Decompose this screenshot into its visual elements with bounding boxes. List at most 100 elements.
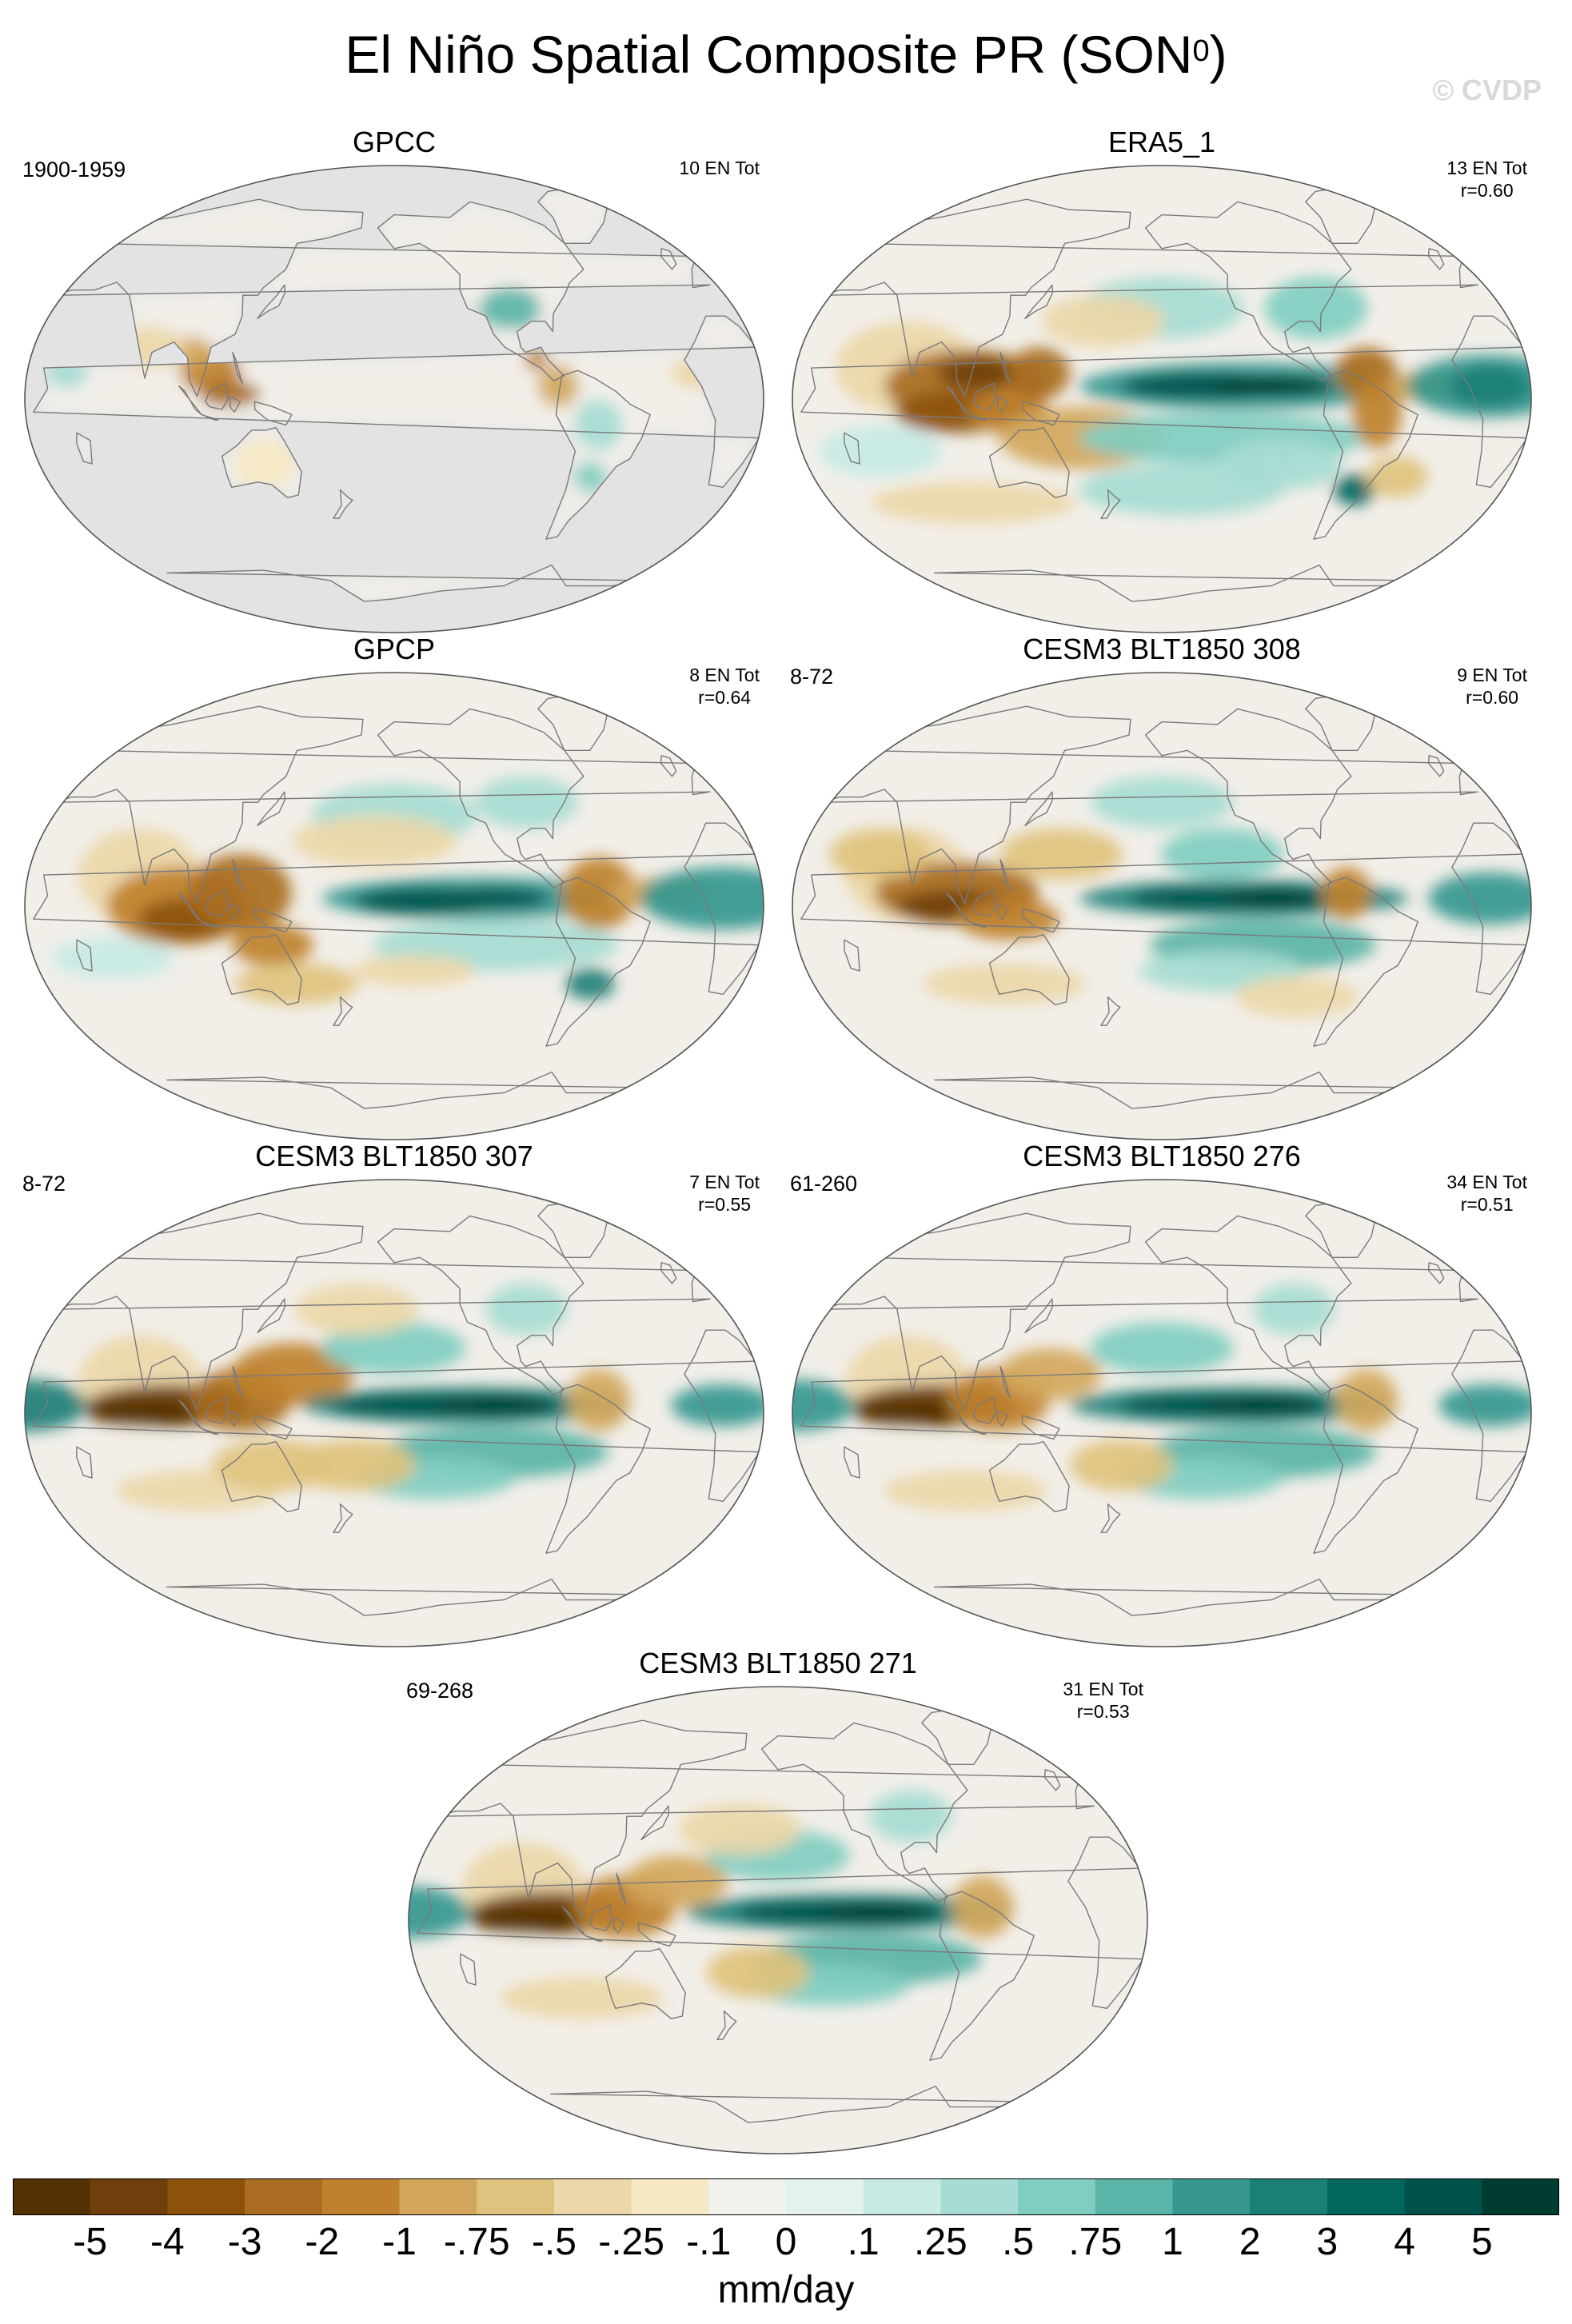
robinson-map [408,1686,1148,2154]
panel-gpcc: GPCC 1900-1959 10 EN Tot [22,125,766,637]
coastline [1427,1262,1445,1284]
anomaly-region [1335,1368,1398,1432]
coastline [257,284,286,320]
anomaly-region [322,1322,466,1375]
anomaly-region [1223,888,1327,909]
anomaly-region [500,1977,664,2019]
coastline [221,1441,302,1512]
coastline [53,705,711,904]
anomaly-region [231,1343,355,1406]
colorbar-swatch [631,2178,709,2215]
coastline [333,1503,353,1533]
event-count: 10 EN Tot [679,158,760,178]
figure-title: El Niño Spatial Composite PR (SON0) [0,22,1572,86]
title-close: ) [1209,25,1227,84]
title-text: El Niño Spatial Composite PR (SON [345,25,1193,84]
coastline [377,708,585,888]
coastline [660,1262,677,1284]
anomaly-region [869,1790,952,1843]
coastline [997,396,1009,413]
colorbar-swatch [1250,2178,1328,2215]
coastline [201,1428,219,1435]
colorbar-tick-label: -1 [382,2221,417,2263]
anomaly-region [1008,347,1071,399]
anomaly-region [828,828,932,880]
pattern-correlation: r=0.60 [1466,687,1519,708]
colorbar-swatch [1482,2178,1559,2215]
anomaly-region [819,1902,943,1923]
anomaly-region [956,898,1059,940]
coastline [1144,201,1352,381]
coastline [716,2010,737,2040]
coastline [53,198,711,397]
anomaly-region [923,963,1087,1005]
coastline [205,382,229,410]
anomaly-region [292,815,457,868]
coastline [1021,401,1060,426]
anomaly-region [1366,456,1428,498]
coastline [1043,1769,1061,1791]
coastline [205,1396,229,1424]
anomaly-region [1428,872,1531,924]
coastline [616,1872,628,1906]
event-count: 13 EN Tot [1446,158,1527,178]
coastline [820,705,1478,904]
panel-cesm3-271: CESM3 BLT1850 271 69-268 31 EN Tot r=0.53 [406,1646,1150,2158]
panel-stats: 31 EN Tot r=0.53 [1063,1678,1143,1723]
anomaly-region [562,857,636,930]
robinson-map [792,165,1532,633]
event-count: 31 EN Tot [1063,1679,1143,1699]
colorbar-swatch [167,2178,245,2215]
panel-title: CESM3 BLT1850 307 [255,1140,533,1172]
robinson-map [24,672,764,1140]
coastline [968,1428,987,1435]
coastline [333,996,353,1026]
map-border [24,672,764,1140]
panel-era5: ERA5_1 13 EN Tot r=0.60 [790,125,1534,637]
colorbar-tick-label: 5 [1470,2221,1493,2263]
coastline [585,1935,603,1942]
map-border [408,1686,1148,2154]
colorbar-swatch [786,2178,864,2215]
pattern-correlation: r=0.55 [698,1194,752,1215]
colorbar-tick-label: -5 [73,2221,108,2263]
panel-cesm3-307: CESM3 BLT1850 307 8-72 7 EN Tot r=0.55 [22,1139,766,1651]
panel-stats: 10 EN Tot [679,157,760,179]
coastline [844,1446,860,1479]
panel-period: 8-72 [22,1172,66,1196]
coastline [946,892,970,923]
robinson-map [792,1179,1532,1647]
coastline [613,1917,625,1934]
anomaly-region [1438,1384,1531,1427]
anomaly-region [1090,776,1234,829]
coastline [1100,489,1121,519]
colorbar-swatch [1095,2178,1173,2215]
map-border [792,1179,1532,1647]
coastline [589,1903,612,1931]
anomaly-region [573,399,624,451]
coastline [229,396,241,413]
coastline [229,903,241,920]
anomaly-region [233,437,296,490]
coastline [1024,1298,1054,1334]
colorbar-swatch [863,2178,941,2215]
anomaly-region [294,1283,418,1336]
robinson-map [792,672,1532,1140]
coastline [988,934,1070,1005]
anomaly-region [1448,365,1531,407]
coastline [460,1953,477,1986]
colorbar-units: mm/day [717,2269,855,2311]
coastline [229,1410,241,1427]
panel-period: 1900-1959 [22,158,126,182]
anomaly-region [1090,1322,1234,1375]
panel-stats: 9 EN Tot r=0.60 [1457,664,1527,709]
colorbar-tick-label: -.5 [531,2221,577,2263]
coastline [660,755,677,777]
panel-stats: 8 EN Tot r=0.64 [689,664,760,709]
anomaly-region [952,1875,1014,1939]
anomaly-region [50,936,174,979]
anomaly-region [573,461,607,493]
colorbar-tick-label: -2 [305,2221,340,2263]
coastline [1427,755,1445,777]
colorbar-swatch [553,2178,632,2215]
